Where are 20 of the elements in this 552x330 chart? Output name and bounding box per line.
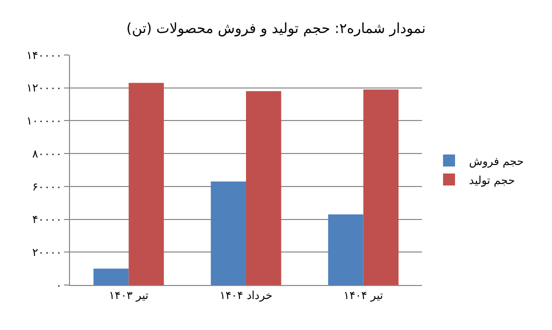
legend-label: حجم فروش bbox=[469, 154, 524, 168]
bar bbox=[93, 268, 129, 285]
y-tick-label: ۱۲۰۰۰۰ bbox=[26, 82, 62, 95]
x-tick-label: تیر ۱۴۰۳ bbox=[108, 289, 148, 302]
bar bbox=[363, 90, 399, 285]
y-tick-label: ۱۰۰۰۰۰ bbox=[26, 114, 62, 128]
y-tick-label: ۱۴۰۰۰۰ bbox=[26, 48, 62, 62]
y-tick-label: ۶۰۰۰۰ bbox=[32, 180, 62, 194]
x-tick-label: تیر ۱۴۰۴ bbox=[344, 289, 384, 302]
y-tick-label: ۰ bbox=[56, 278, 62, 292]
bar bbox=[128, 82, 164, 285]
bar bbox=[210, 182, 246, 285]
bar bbox=[246, 91, 282, 285]
bar bbox=[328, 214, 364, 285]
y-tick-label: ۲۰۰۰۰ bbox=[32, 246, 62, 259]
y-tick-label: ۸۰۰۰۰ bbox=[32, 147, 62, 160]
x-tick-label: خرداد ۱۴۰۴ bbox=[220, 289, 272, 302]
legend-label: حجم تولید bbox=[469, 174, 515, 187]
y-tick-label: ۴۰۰۰۰ bbox=[32, 213, 62, 226]
chart-title: نمودار شماره۲: حجم تولید و فروش محصولات (تن) bbox=[126, 20, 426, 37]
